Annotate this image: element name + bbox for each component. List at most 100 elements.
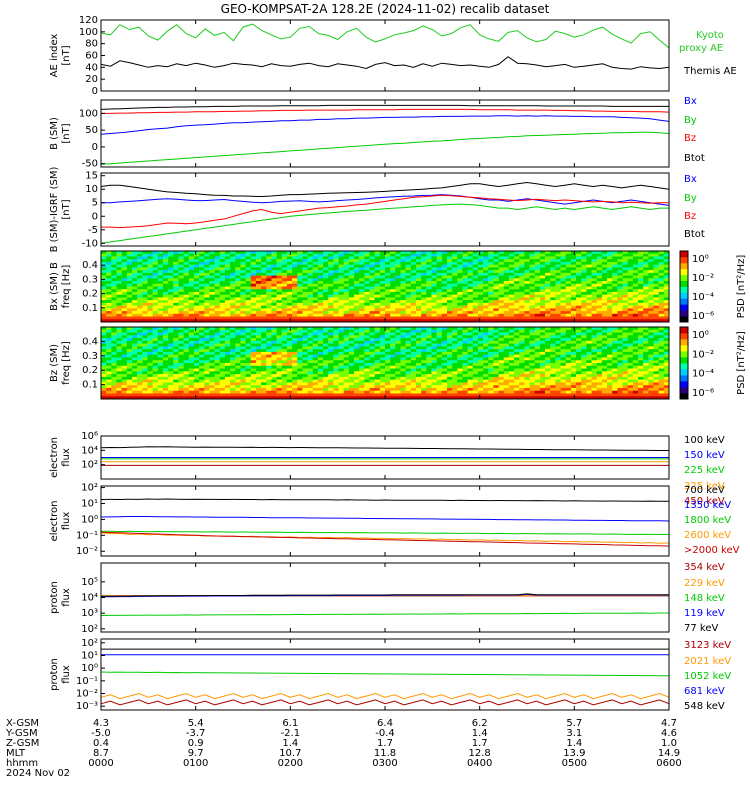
spectrogram-cell (214, 343, 221, 347)
spectrogram-cell (131, 382, 138, 386)
spectrogram-cell (168, 382, 174, 386)
spectrogram-cell (364, 261, 370, 265)
spectrogram-cell (209, 385, 215, 389)
spectrogram-cell (147, 259, 153, 263)
spectrogram-cell (245, 289, 252, 293)
spectrogram-cell (286, 396, 293, 400)
legend-label: Bz (684, 133, 696, 144)
spectrogram-cell (586, 294, 592, 298)
spectrogram-cell (431, 286, 437, 290)
spectrogram-cell (519, 270, 525, 274)
y-axis-label: Bx (SM) Bfreq [Hz] (49, 262, 72, 311)
spectrogram-cell (328, 363, 334, 367)
spectrogram-cell (302, 297, 308, 301)
spectrogram-cell (333, 316, 339, 320)
spectrogram-cell (281, 313, 288, 317)
spectrogram-cell (441, 264, 448, 268)
spectrogram-cell (276, 327, 283, 331)
spectrogram-cell (354, 360, 360, 364)
spectrogram-cell (390, 338, 396, 342)
spectrogram-cell (565, 267, 572, 271)
spectrogram-cell (560, 305, 567, 309)
spectrogram-cell (643, 264, 649, 268)
spectrogram-cell (658, 311, 665, 315)
spectrogram-cell (178, 253, 184, 257)
spectrogram-cell (576, 261, 582, 265)
spectrogram-cell (503, 272, 510, 276)
spectrogram-cell (235, 360, 241, 364)
spectrogram-cell (452, 371, 458, 375)
spectrogram-cell (106, 351, 112, 355)
spectrogram-cell (514, 308, 520, 312)
spectrogram-cell (302, 354, 308, 358)
spectrogram-cell (400, 385, 406, 389)
spectrogram-cell (483, 313, 489, 317)
spectrogram-cell (622, 316, 628, 320)
spectrogram-cell (255, 338, 262, 342)
spectrogram-cell (524, 270, 530, 274)
spectrogram-cell (333, 379, 339, 383)
spectrogram-cell (436, 289, 443, 293)
spectrogram-cell (219, 294, 226, 298)
spectrogram-cell (276, 335, 283, 339)
spectrogram-cell (137, 281, 143, 285)
spectrogram-cell (157, 286, 164, 290)
spectrogram-cell (224, 316, 231, 320)
spectrogram-cell (359, 379, 365, 383)
spectrogram-cell (658, 270, 665, 274)
spectrogram-cell (188, 286, 195, 290)
spectrogram-cell (607, 267, 613, 271)
spectrogram-cell (261, 251, 267, 255)
spectrogram-cell (415, 264, 422, 268)
spectrogram-cell (266, 340, 272, 344)
spectrogram-cell (323, 351, 329, 355)
spectrogram-cell (199, 354, 205, 358)
spectrogram-cell (307, 270, 314, 274)
spectrogram-cell (255, 346, 262, 350)
spectrogram-cell (157, 340, 164, 344)
spectrogram-cell (106, 335, 112, 339)
spectrogram-cell (390, 308, 396, 312)
spectrogram-cell (457, 297, 463, 301)
spectrogram-cell (426, 259, 432, 263)
spectrogram-cell (467, 302, 474, 306)
spectrogram-cell (400, 286, 406, 290)
spectrogram-cell (307, 338, 314, 342)
spectrogram-cell (477, 270, 484, 274)
spectrogram-cell (121, 371, 128, 375)
spectrogram-cell (297, 297, 303, 301)
spectrogram-cell (281, 379, 288, 383)
spectrogram-cell (101, 363, 107, 367)
spectrogram-cell (137, 332, 143, 336)
spectrogram-cell (317, 267, 324, 271)
spectrogram-cell (607, 272, 613, 276)
spectrogram-cell (529, 291, 536, 295)
spectrogram-cell (483, 294, 489, 298)
spectrogram-cell (261, 368, 267, 372)
spectrogram-cell (224, 396, 231, 400)
spectrogram-cell (462, 393, 468, 397)
spectrogram-cell (421, 275, 427, 279)
spectrogram-cell (493, 302, 499, 306)
spectrogram-cell (441, 371, 448, 375)
spectrogram-cell (524, 291, 530, 295)
spectrogram-cell (126, 343, 133, 347)
spectrogram-cell (374, 297, 381, 301)
spectrogram-cell (261, 291, 267, 295)
spectrogram-cell (627, 283, 634, 287)
spectrogram-cell (400, 360, 406, 364)
spectrogram-cell (209, 357, 215, 361)
spectrogram-cell (204, 275, 210, 279)
spectrogram-cell (178, 272, 184, 276)
spectrogram-cell (431, 346, 437, 350)
spectrogram-cell (173, 264, 179, 268)
spectrogram-cell (467, 376, 474, 380)
spectrogram-cell (255, 390, 262, 394)
spectrogram-cell (560, 259, 567, 263)
spectrogram-cell (457, 374, 463, 378)
spectrogram-cell (116, 302, 122, 306)
spectrogram-cell (570, 289, 577, 293)
spectrogram-cell (457, 329, 463, 333)
spectrogram-cell (333, 376, 339, 380)
spectrogram-cell (157, 387, 164, 391)
